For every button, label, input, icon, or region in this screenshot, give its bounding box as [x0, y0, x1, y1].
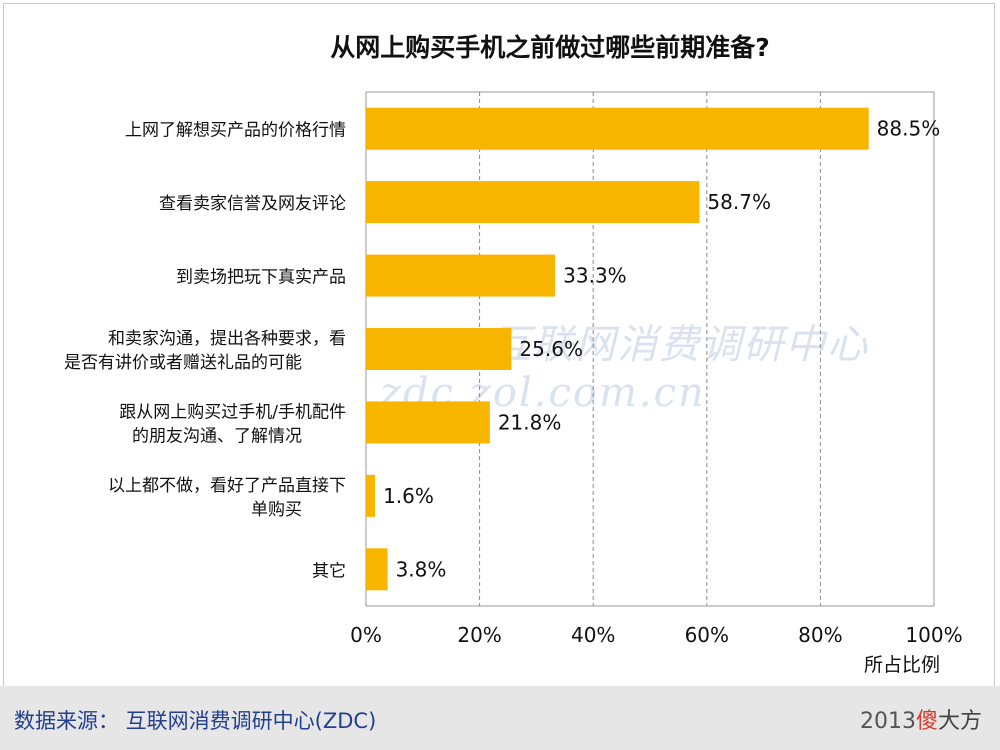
bar	[366, 401, 490, 444]
bar	[366, 474, 376, 517]
x-tick-label: 100%	[905, 623, 962, 647]
category-label: 的朋友沟通、了解情况	[132, 426, 302, 446]
category-label: 其它	[312, 561, 346, 581]
x-tick-label: 80%	[798, 623, 842, 647]
bar	[366, 107, 869, 150]
x-tick-label: 60%	[685, 623, 729, 647]
brand-name: 大方	[937, 709, 982, 734]
bar-value-label: 21.8%	[498, 410, 562, 434]
category-label: 是否有讲价或者赠送礼品的可能	[64, 353, 302, 373]
bar	[366, 548, 388, 591]
bar	[366, 181, 700, 224]
bar-chart: 0% 20% 40% 60% 80% 100% 所占比例 88.5% 上网了解想买产品的价格行情…	[64, 91, 963, 676]
bar	[366, 328, 512, 370]
category-label: 单购买	[251, 500, 302, 520]
chart-title: 从网上购买手机之前做过哪些前期准备?	[330, 33, 770, 62]
bar-value-label: 58.7%	[707, 190, 771, 214]
x-tick-label: 20%	[457, 623, 501, 647]
category-label: 以上都不做，看好了产品直接下	[108, 476, 346, 496]
category-label: 上网了解想买产品的价格行情	[125, 121, 346, 141]
category-label: 到卖场把玩下真实产品	[176, 268, 346, 288]
x-tick-label: 40%	[571, 623, 615, 647]
x-axis-label: 所占比例	[864, 654, 940, 676]
bar-value-label: 1.6%	[383, 484, 434, 508]
bar-value-label: 25.6%	[519, 337, 583, 361]
brand-highlight: 傻	[915, 709, 938, 734]
category-label: 跟从网上购买过手机/手机配件	[119, 402, 346, 422]
bar	[366, 254, 556, 297]
brand-logo: 2013傻大方	[860, 703, 982, 735]
bar-value-label: 88.5%	[877, 117, 941, 141]
category-label: 和卖家沟通，提出各种要求，看	[108, 329, 346, 349]
category-label: 查看卖家信誉及网友评论	[159, 194, 346, 214]
x-tick-label: 0%	[350, 623, 382, 647]
brand-year: 2013	[859, 709, 916, 734]
bar-value-label: 33.3%	[563, 264, 627, 288]
data-source: 数据来源： 互联网消费调研中心(ZDC)	[14, 709, 377, 733]
bar-value-label: 3.8%	[396, 557, 447, 581]
footer: 数据来源： 互联网消费调研中心(ZDC) 2013傻大方	[0, 686, 1000, 750]
